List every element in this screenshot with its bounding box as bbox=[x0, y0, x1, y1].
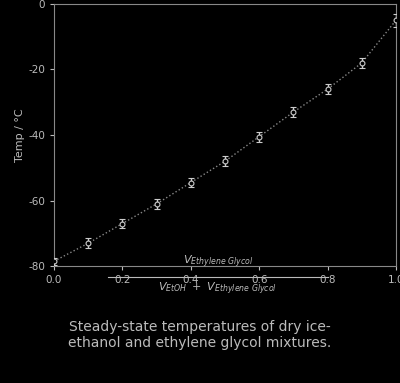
Text: $V_{\mathregular{Ethylene\ Glycol}}$: $V_{\mathregular{Ethylene\ Glycol}}$ bbox=[183, 254, 253, 270]
Y-axis label: Temp / °C: Temp / °C bbox=[15, 108, 25, 162]
Text: Steady-state temperatures of dry ice-
ethanol and ethylene glycol mixtures.: Steady-state temperatures of dry ice- et… bbox=[68, 320, 332, 350]
Text: $V_{\mathregular{EtOH}}\ +\ V_{\mathregular{Ethylene\ Glycol}}$: $V_{\mathregular{EtOH}}\ +\ V_{\mathregu… bbox=[158, 280, 278, 297]
